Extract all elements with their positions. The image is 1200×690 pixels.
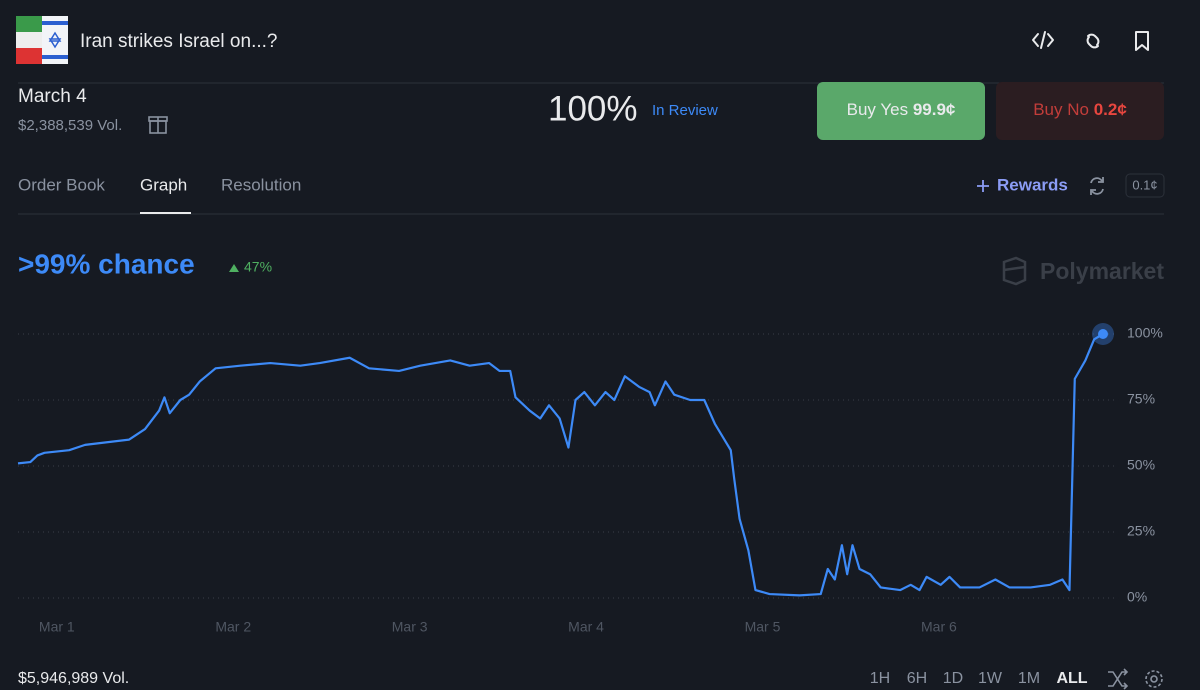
change: 47% — [244, 259, 272, 275]
tab-active[interactable]: Graph — [140, 175, 187, 194]
footer-volume: $5,946,989 Vol. — [18, 670, 129, 687]
refresh-icon[interactable] — [1090, 177, 1104, 195]
chart-title: >99% chance — [18, 248, 195, 279]
flag-icon — [16, 16, 68, 64]
market-status: In Review — [652, 102, 718, 119]
tick-size-box[interactable] — [1125, 173, 1165, 198]
tab[interactable]: Order Book — [18, 175, 105, 194]
embed-icon[interactable] — [1032, 31, 1054, 49]
watermark-logo — [1002, 256, 1027, 286]
buy-yes-text[interactable]: Buy Yes 99.9¢ — [847, 100, 956, 119]
rewards-link[interactable]: Rewards — [997, 175, 1068, 194]
y-tick-label: 25% — [1127, 523, 1155, 539]
price-line — [17, 333, 1104, 597]
range-button[interactable]: 6H — [907, 670, 927, 687]
link-icon[interactable] — [1086, 33, 1100, 49]
tab[interactable]: Resolution — [221, 175, 301, 194]
buy-no-price[interactable]: 0.2¢ — [1094, 100, 1128, 119]
x-tick-label: Mar 5 — [745, 619, 781, 635]
market-name: March 4 — [18, 86, 87, 107]
market-probability: 100% — [548, 89, 638, 128]
tick-size[interactable]: 0.1¢ — [1132, 177, 1157, 192]
range-button[interactable]: 1D — [943, 670, 963, 687]
range-button[interactable]: 1M — [1018, 670, 1040, 687]
buy-no-text[interactable]: Buy No 0.2¢ — [1033, 100, 1127, 119]
plus-icon[interactable] — [977, 180, 989, 192]
x-tick-label: Mar 1 — [39, 619, 75, 635]
up-arrow — [229, 264, 239, 272]
x-tick-label: Mar 2 — [215, 619, 251, 635]
buy-yes-price[interactable]: 99.9¢ — [913, 100, 956, 119]
buy-no-button[interactable] — [996, 82, 1164, 140]
last-point — [1098, 329, 1108, 339]
range-button[interactable]: 1W — [978, 670, 1003, 687]
buy-yes-label[interactable]: Buy Yes — [847, 100, 908, 119]
x-tick-label: Mar 3 — [392, 619, 428, 635]
chart: 0% 25% 50% 75% 100% Mar 1 Mar 2 Mar 3 Mar 4 Mar 5… — [17, 323, 1163, 635]
buy-yes-button[interactable] — [817, 82, 985, 140]
bookmark-icon[interactable] — [1135, 31, 1149, 51]
range-buttons: 1H 6H 1D 1W 1M ALL — [870, 670, 1088, 687]
range-button[interactable]: ALL — [1056, 670, 1087, 687]
y-tick-label: 75% — [1127, 391, 1155, 407]
range-button[interactable]: 1H — [870, 670, 890, 687]
x-tick-label: Mar 4 — [568, 619, 604, 635]
chart-icons[interactable] — [1108, 668, 1163, 690]
gift-icon[interactable] — [148, 116, 168, 134]
buy-no-label[interactable]: Buy No — [1033, 100, 1089, 119]
market-title: Iran strikes Israel on...? — [80, 31, 277, 52]
y-tick-label: 50% — [1127, 457, 1155, 473]
x-tick-label: Mar 6 — [921, 619, 957, 635]
y-tick-label: 100% — [1127, 325, 1163, 341]
market-volume: $2,388,539 Vol. — [18, 117, 122, 134]
watermark: Polymarket — [1040, 258, 1164, 284]
y-tick-label: 0% — [1127, 589, 1147, 605]
